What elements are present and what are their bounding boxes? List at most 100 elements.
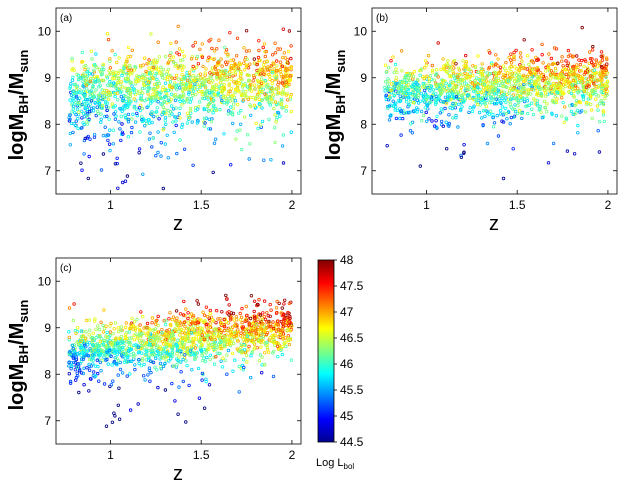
data-point <box>270 81 274 86</box>
data-point <box>214 87 219 92</box>
y-tick-label: 10 <box>354 24 368 38</box>
data-point <box>179 370 183 374</box>
data-point <box>585 80 589 84</box>
data-point <box>471 86 476 91</box>
data-point <box>166 95 171 100</box>
data-point <box>206 127 211 131</box>
data-point <box>159 96 164 101</box>
data-point <box>241 325 245 329</box>
data-point <box>392 93 397 98</box>
data-point <box>207 383 212 387</box>
data-point <box>452 85 456 89</box>
data-point <box>271 351 275 355</box>
data-point <box>218 332 222 336</box>
data-point <box>561 100 565 105</box>
data-point <box>189 347 193 352</box>
data-point <box>268 103 272 107</box>
data-point <box>96 97 100 101</box>
data-point <box>211 98 216 102</box>
data-point <box>67 350 72 354</box>
data-point <box>602 119 606 124</box>
data-point <box>225 60 230 64</box>
data-point <box>118 127 122 131</box>
data-point <box>71 356 76 360</box>
data-point <box>488 71 492 76</box>
data-point <box>546 80 550 85</box>
data-point <box>480 100 484 105</box>
data-point <box>166 108 171 113</box>
data-point <box>569 70 574 74</box>
data-point <box>522 65 526 70</box>
data-point <box>197 326 201 331</box>
data-point <box>119 94 123 99</box>
data-point <box>163 361 167 366</box>
data-point <box>104 134 109 138</box>
data-point <box>498 65 503 70</box>
data-point <box>242 365 246 370</box>
data-point <box>177 52 181 57</box>
data-point <box>431 88 436 92</box>
data-point <box>596 64 600 68</box>
data-point <box>287 325 291 329</box>
data-point <box>160 328 164 332</box>
data-point <box>214 308 219 313</box>
data-point <box>547 66 551 71</box>
data-point <box>118 367 123 372</box>
data-point <box>174 123 178 128</box>
data-point <box>415 110 419 114</box>
data-point <box>408 78 412 83</box>
data-point <box>268 336 272 340</box>
data-point <box>251 336 255 340</box>
data-point <box>231 102 236 106</box>
data-point <box>286 49 291 54</box>
data-point <box>103 125 107 129</box>
data-point <box>107 72 112 76</box>
data-point <box>271 61 275 65</box>
data-point <box>187 90 191 94</box>
data-point <box>242 61 246 65</box>
data-point <box>88 137 92 141</box>
data-point <box>156 99 160 104</box>
data-point <box>80 339 85 343</box>
data-point <box>195 121 200 125</box>
data-point <box>275 299 279 304</box>
data-point <box>144 341 149 345</box>
data-point <box>77 77 81 81</box>
data-point <box>392 84 396 88</box>
data-point <box>113 110 118 114</box>
data-point <box>446 59 450 63</box>
data-point <box>71 75 75 79</box>
data-point <box>108 83 113 88</box>
data-point <box>252 314 257 318</box>
data-point <box>419 91 423 95</box>
data-point <box>522 73 526 78</box>
data-point <box>222 343 227 348</box>
data-point <box>79 329 84 333</box>
data-point <box>163 388 168 392</box>
data-point <box>386 85 391 89</box>
data-point <box>128 91 132 96</box>
data-point <box>540 53 544 57</box>
data-point <box>397 83 401 87</box>
data-point <box>555 90 559 94</box>
data-point <box>150 61 155 65</box>
data-point <box>189 352 193 357</box>
data-point <box>174 73 179 78</box>
data-point <box>200 353 204 357</box>
data-point <box>570 83 574 87</box>
data-point <box>222 325 227 329</box>
data-point <box>147 335 151 339</box>
data-point <box>80 50 84 55</box>
data-point <box>171 364 176 368</box>
data-point <box>466 83 470 88</box>
data-point <box>560 68 565 72</box>
data-point <box>194 108 198 113</box>
data-point <box>560 59 564 63</box>
data-point <box>244 63 249 67</box>
data-point <box>206 334 210 338</box>
data-point <box>112 81 116 85</box>
data-point <box>178 94 182 98</box>
data-point <box>468 72 472 76</box>
data-point <box>246 338 250 342</box>
